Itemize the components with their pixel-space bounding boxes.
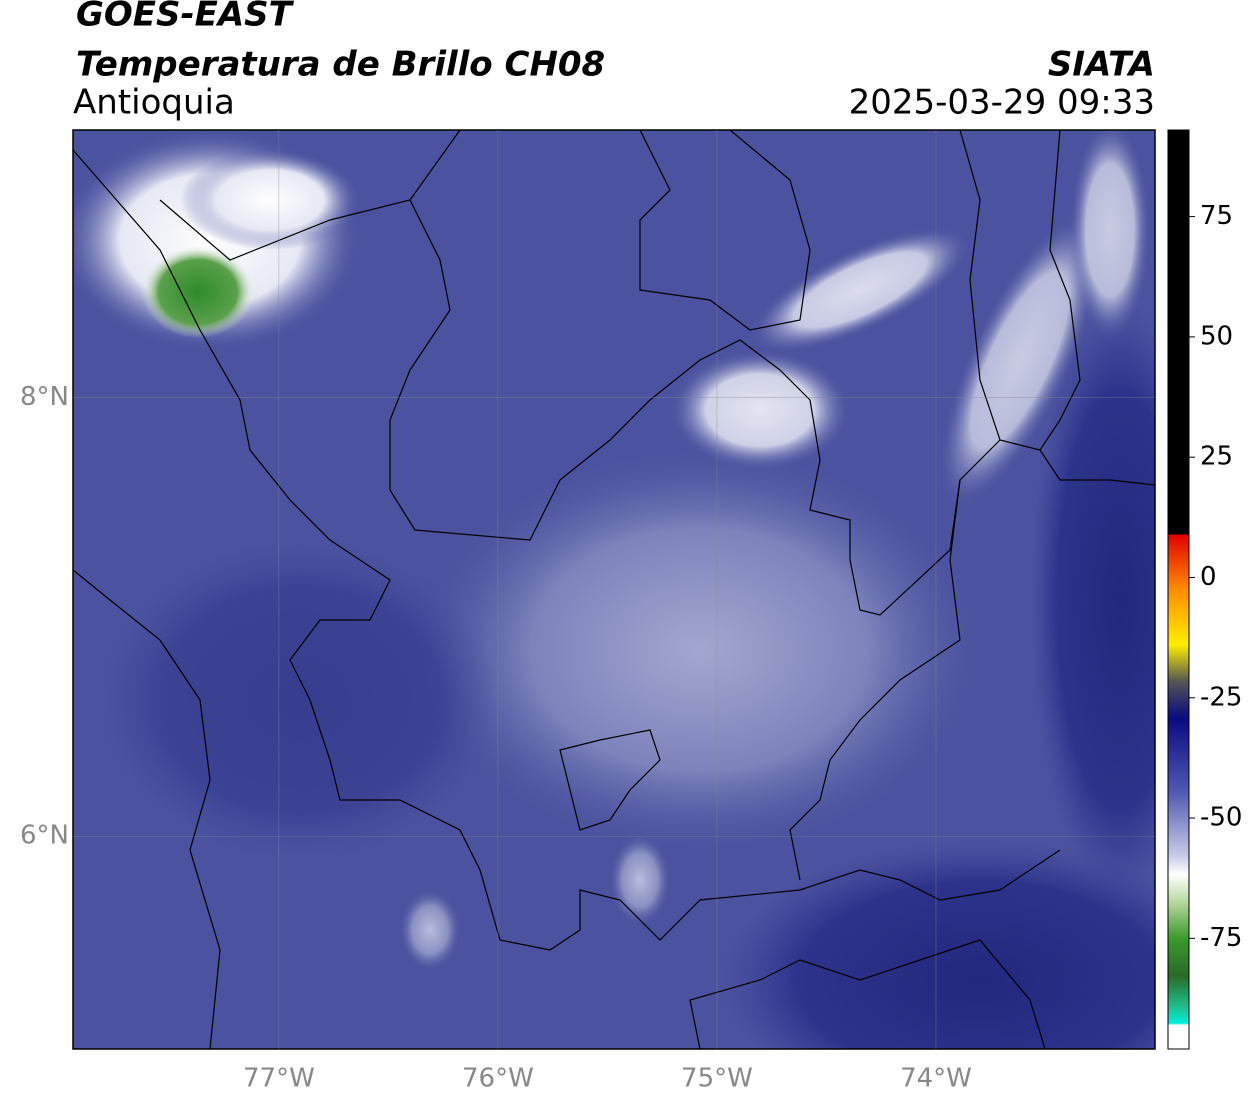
title: GOES-EAST xyxy=(76,0,295,35)
colorbar-tick-label: -50 xyxy=(1200,803,1242,833)
colorbar-tick-label: 25 xyxy=(1200,442,1233,472)
colorbar xyxy=(1167,129,1190,1050)
x-tick-label: 77°W xyxy=(243,1064,315,1094)
satellite-image xyxy=(73,130,1155,1049)
source: SIATA xyxy=(1048,45,1155,85)
colorbar-tick-label: -25 xyxy=(1200,682,1242,712)
colorbar-tick-label: 50 xyxy=(1200,321,1233,351)
x-tick-label: 75°W xyxy=(681,1064,753,1094)
map-frame xyxy=(72,129,1156,1050)
x-tick-label: 74°W xyxy=(900,1064,972,1094)
subtitle: Temperatura de Brillo CH08 xyxy=(76,45,605,85)
datetime: 2025-03-29 09:33 xyxy=(849,83,1155,123)
y-tick-label: 6°N xyxy=(20,821,69,851)
region: Antioquia xyxy=(73,83,235,123)
colorbar-tick-label: 75 xyxy=(1200,201,1233,231)
colorbar-tick-label: -75 xyxy=(1200,923,1242,953)
y-tick-label: 8°N xyxy=(20,382,69,412)
colorbar-tick-label: 0 xyxy=(1200,562,1217,592)
x-tick-label: 76°W xyxy=(462,1064,534,1094)
